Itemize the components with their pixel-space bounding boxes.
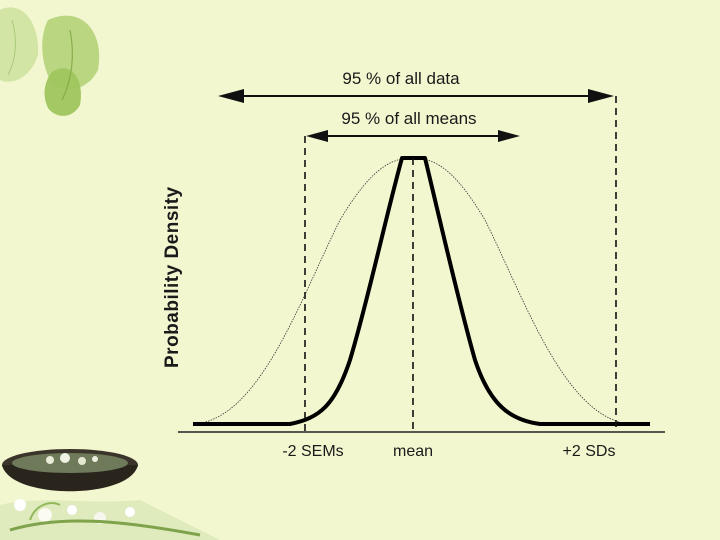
x-label-plus-2-sds: +2 SDs xyxy=(563,443,616,460)
data-distribution-curve xyxy=(194,157,631,425)
means-span-arrow xyxy=(306,130,520,142)
x-label-mean: mean xyxy=(393,443,433,460)
data-span-label: 95 % of all data xyxy=(342,69,460,88)
data-span-arrow xyxy=(218,89,614,103)
decorative-bowl xyxy=(0,449,220,540)
decorative-leaves xyxy=(0,7,100,116)
x-label-minus-2-sems: -2 SEMs xyxy=(282,443,343,460)
y-axis-label: Probability Density xyxy=(162,186,183,368)
means-span-label: 95 % of all means xyxy=(341,109,476,128)
means-distribution-curve xyxy=(193,156,650,426)
